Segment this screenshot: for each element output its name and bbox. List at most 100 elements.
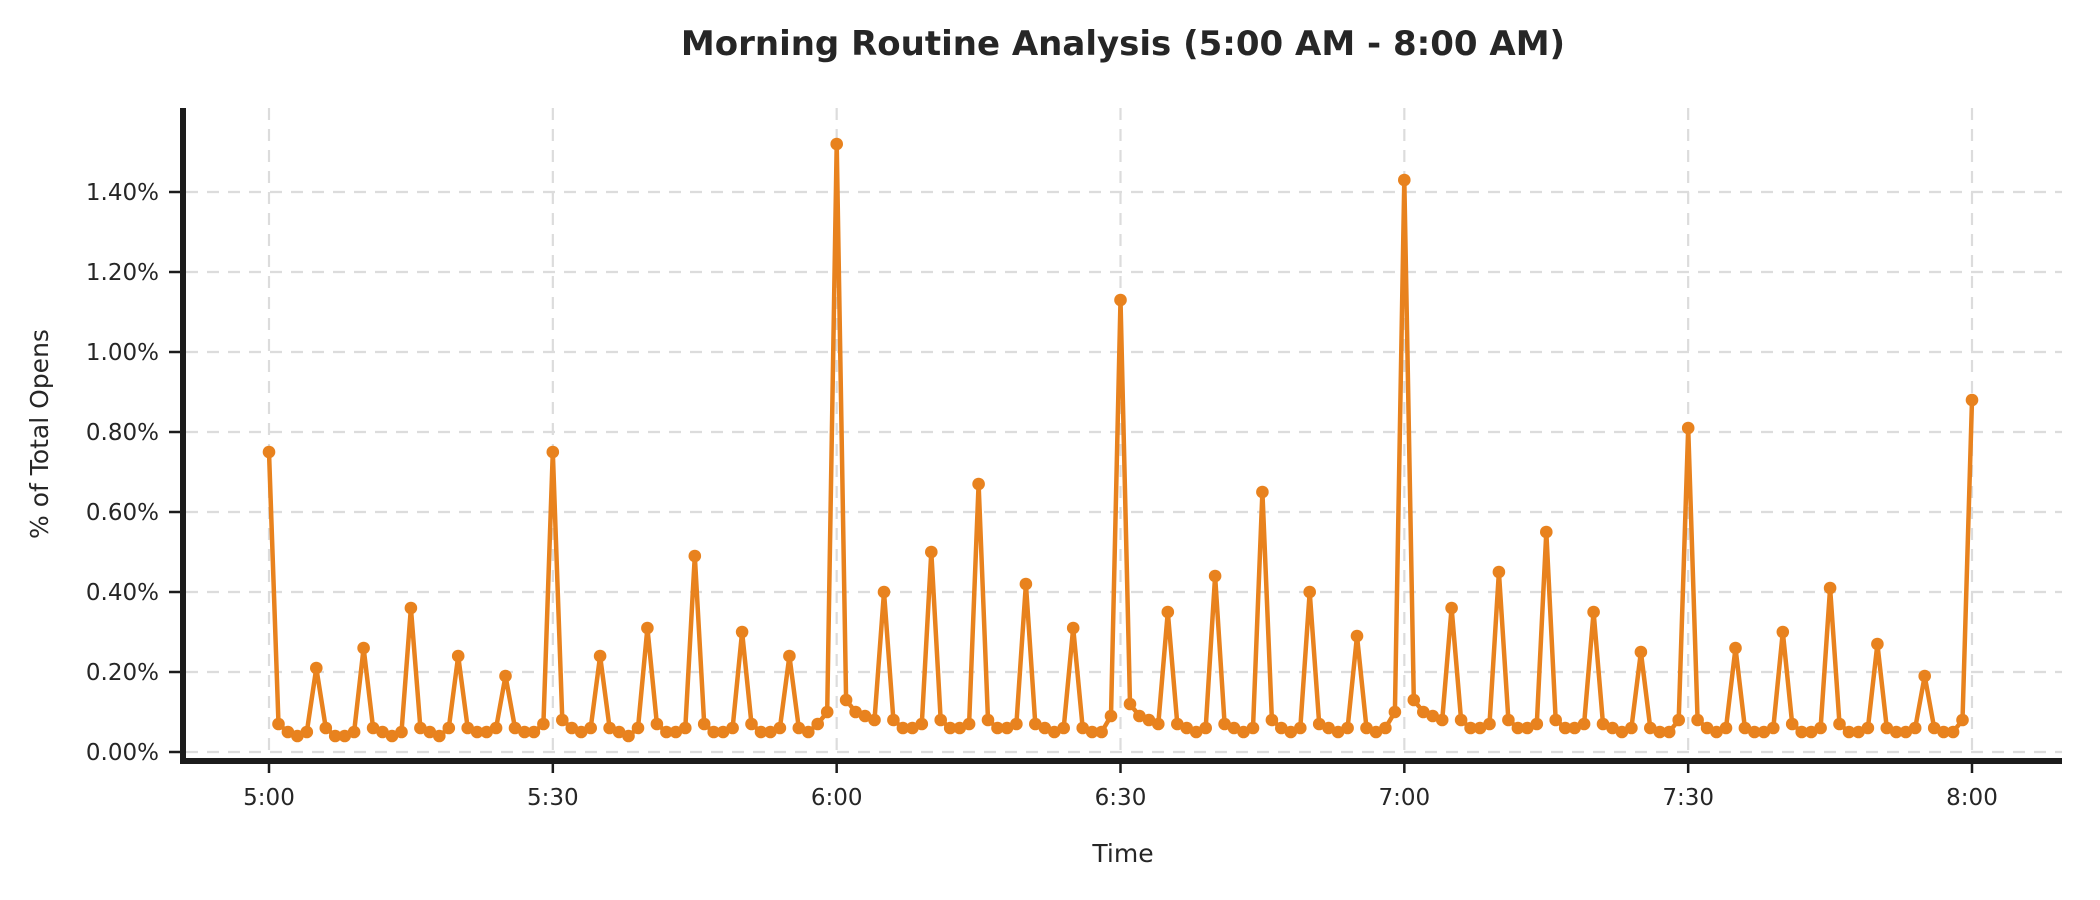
series-line [266, 141, 1975, 739]
data-point [811, 717, 824, 731]
data-point [1568, 721, 1581, 735]
data-point [735, 625, 749, 639]
data-point [1927, 721, 1941, 735]
data-point [1785, 717, 1799, 731]
data-point [1492, 565, 1506, 579]
data-point [1038, 721, 1052, 735]
data-point [527, 725, 541, 739]
data-point [1804, 725, 1818, 739]
data-point [877, 585, 891, 599]
data-point [1208, 569, 1222, 583]
y-tick-label: 0.80% [86, 420, 159, 446]
y-axis-label: % of Total Opens [25, 329, 54, 539]
data-point [1445, 601, 1458, 615]
x-tick-label: 6:30 [1095, 785, 1147, 811]
data-point [1284, 725, 1298, 739]
data-point [745, 717, 758, 731]
data-point [1265, 713, 1279, 727]
data-point [1871, 637, 1884, 651]
data-point [622, 729, 635, 743]
chart-title: Morning Routine Analysis (5:00 AM - 8:00… [681, 24, 1565, 64]
data-point [631, 721, 645, 735]
data-point [461, 721, 475, 735]
data-point [1227, 721, 1241, 735]
data-point [366, 721, 380, 735]
data-point [849, 705, 862, 719]
data-point [1558, 721, 1572, 735]
data-point [1085, 725, 1099, 739]
data-point [1275, 721, 1288, 735]
data-point [697, 717, 711, 731]
data-point [1095, 725, 1108, 739]
data-point [1341, 721, 1354, 735]
data-point [470, 725, 484, 739]
data-point [1417, 705, 1430, 719]
data-point [764, 725, 777, 739]
data-point [1937, 725, 1950, 739]
x-tick-label: 5:00 [243, 785, 295, 811]
data-point [489, 721, 503, 735]
data-point [669, 725, 683, 739]
data-point [508, 721, 522, 735]
data-point [1379, 721, 1392, 735]
data-point [1511, 721, 1525, 735]
data-point [603, 721, 616, 735]
x-tick-label: 8:00 [1946, 785, 1998, 811]
data-point [1918, 669, 1931, 683]
data-point [1142, 713, 1156, 727]
data-point [1010, 717, 1023, 731]
data-point [499, 669, 512, 683]
data-point [546, 445, 560, 459]
data-point [1256, 485, 1269, 499]
data-point [1057, 721, 1070, 735]
data-point [1634, 645, 1648, 659]
data-point [1757, 725, 1771, 739]
data-point [1218, 717, 1231, 731]
data-point [300, 725, 314, 739]
data-point [1530, 717, 1544, 731]
data-point [1161, 605, 1175, 619]
data-point [868, 713, 881, 727]
x-tick-label: 6:00 [811, 785, 863, 811]
data-point [1644, 721, 1657, 735]
data-point [1426, 709, 1439, 723]
data-point [1691, 713, 1704, 727]
data-point [423, 725, 437, 739]
x-tick-label: 7:00 [1379, 785, 1431, 811]
data-point [385, 729, 399, 743]
data-point [1066, 621, 1080, 635]
data-point [1199, 721, 1212, 735]
data-point [1246, 721, 1260, 735]
data-point [896, 721, 910, 735]
data-point [1048, 725, 1061, 739]
data-point [395, 725, 408, 739]
data-point [1606, 721, 1619, 735]
data-point [792, 721, 806, 735]
data-point [1237, 725, 1250, 739]
data-point [574, 725, 588, 739]
data-point [1076, 721, 1089, 735]
y-tick-label: 1.40% [86, 180, 159, 206]
data-point [1833, 717, 1846, 731]
data-point [1700, 721, 1714, 735]
data-point [1312, 717, 1326, 731]
data-point [1019, 577, 1033, 591]
data-point [584, 721, 597, 735]
x-tick-label: 7:30 [1662, 785, 1714, 811]
y-tick-label: 0.00% [86, 740, 159, 766]
data-point [537, 717, 550, 731]
data-point [1029, 717, 1042, 731]
data-point [1322, 721, 1335, 735]
data-point [783, 649, 796, 663]
data-point [1880, 721, 1894, 735]
y-tick-label: 0.40% [86, 580, 159, 606]
data-point [1596, 717, 1610, 731]
x-axis-label: Time [1091, 839, 1153, 868]
data-point [1672, 713, 1685, 727]
data-point [1407, 693, 1421, 707]
data-point [328, 729, 342, 743]
data-point [281, 725, 295, 739]
data-point [915, 717, 929, 731]
